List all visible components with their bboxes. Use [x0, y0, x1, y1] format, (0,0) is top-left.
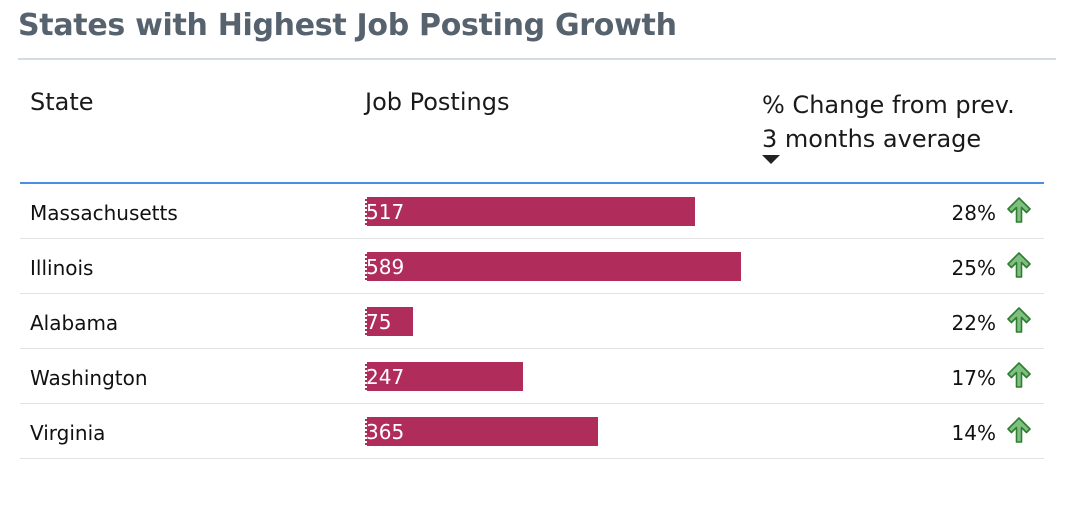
bar-baseline-marker [365, 307, 367, 336]
job-postings-value: 365 [366, 420, 405, 444]
table-row[interactable]: Illinois 589 25% [20, 239, 1044, 294]
job-postings-value: 589 [366, 255, 405, 279]
arrow-up-icon [1006, 306, 1032, 334]
percent-change-value: 22% [951, 311, 996, 335]
arrow-up-icon [1006, 196, 1032, 224]
page-title: States with Highest Job Posting Growth [18, 8, 677, 43]
job-postings-cell: 517 [365, 197, 785, 226]
job-postings-cell: 589 [365, 252, 785, 281]
job-postings-bar [365, 362, 523, 391]
bar-baseline-marker [365, 417, 367, 446]
state-name: Massachusetts [30, 201, 178, 225]
state-name: Alabama [30, 311, 119, 335]
job-postings-bar [365, 252, 741, 281]
job-postings-bar [365, 307, 413, 336]
title-divider [18, 58, 1056, 60]
job-postings-cell: 247 [365, 362, 785, 391]
bar-baseline-marker [365, 197, 367, 226]
state-name: Washington [30, 366, 148, 390]
column-header-change-line2: 3 months average [762, 125, 982, 153]
job-postings-cell: 365 [365, 417, 785, 446]
bar-baseline-marker [365, 362, 367, 391]
table-row[interactable]: Massachusetts 517 28% [20, 184, 1044, 239]
job-postings-value: 247 [366, 365, 405, 389]
table-row[interactable]: Virginia 365 14% [20, 404, 1044, 459]
table-row[interactable]: Washington 247 17% [20, 349, 1044, 404]
arrow-up-icon [1006, 251, 1032, 279]
percent-change-value: 17% [951, 366, 996, 390]
column-header-change-line1: % Change from prev. [762, 91, 1015, 119]
job-postings-bar [365, 417, 598, 446]
state-name: Virginia [30, 421, 106, 445]
job-postings-bar [365, 197, 695, 226]
job-postings-cell: 75 [365, 307, 785, 336]
column-header-state[interactable]: State [30, 88, 94, 116]
arrow-up-icon [1006, 416, 1032, 444]
state-name: Illinois [30, 256, 94, 280]
sort-descending-icon[interactable] [762, 155, 780, 164]
percent-change-value: 14% [951, 421, 996, 445]
arrow-up-icon [1006, 361, 1032, 389]
job-postings-value: 75 [366, 310, 392, 334]
job-postings-value: 517 [366, 200, 405, 224]
table-row[interactable]: Alabama 75 22% [20, 294, 1044, 349]
bar-baseline-marker [365, 252, 367, 281]
percent-change-value: 28% [951, 201, 996, 225]
column-header-change[interactable]: % Change from prev. 3 months average [762, 88, 1015, 156]
percent-change-value: 25% [951, 256, 996, 280]
header-divider [20, 182, 1044, 184]
column-header-job-postings[interactable]: Job Postings [365, 88, 510, 116]
